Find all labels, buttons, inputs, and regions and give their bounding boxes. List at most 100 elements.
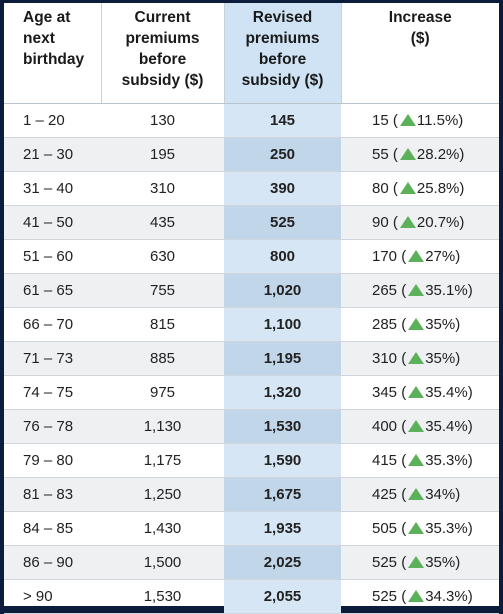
age-cell: 74 – 75 (4, 375, 101, 410)
age-cell: 41 – 50 (4, 205, 101, 240)
age-cell: 76 – 78 (4, 409, 101, 444)
current-premium-cell: 975 (101, 375, 224, 410)
triangle-up-icon (408, 420, 425, 432)
table-row: 21 – 30 195 250 55 (28.2%) (4, 137, 499, 172)
increase-amount: 310 (372, 350, 398, 367)
premium-table-card: Age at next birthday Current premiums be… (4, 3, 499, 614)
increase-cell: 525 (35%) (341, 545, 499, 580)
increase-cell: 425 (34%) (341, 477, 499, 512)
current-premium-cell: 755 (101, 273, 224, 308)
triangle-up-icon (408, 386, 425, 398)
triangle-up-icon (408, 250, 425, 262)
increase-amount: 400 (372, 418, 398, 435)
age-cell: 1 – 20 (4, 103, 101, 138)
age-cell: 84 – 85 (4, 511, 101, 546)
table-row: 76 – 78 1,130 1,530 400 (35.4%) (4, 409, 499, 444)
increase-amount: 285 (372, 316, 398, 333)
revised-premium-cell: 800 (224, 239, 341, 274)
increase-cell: 170 (27%) (341, 239, 499, 274)
header-revised-premiums: Revised premiums before subsidy ($) (223, 3, 341, 104)
increase-amount: 170 (372, 248, 398, 265)
age-cell: 61 – 65 (4, 273, 101, 308)
increase-cell: 415 (35.3%) (341, 443, 499, 478)
increase-percent: 34.3% (425, 588, 468, 605)
increase-amount: 345 (372, 384, 398, 401)
triangle-up-icon (408, 284, 425, 296)
triangle-up-icon (408, 522, 425, 534)
triangle-up-icon (408, 352, 425, 364)
current-premium-cell: 195 (101, 137, 224, 172)
age-cell: 66 – 70 (4, 307, 101, 342)
current-premium-cell: 630 (101, 239, 224, 274)
table-header: Age at next birthday Current premiums be… (4, 3, 499, 104)
triangle-up-icon (408, 318, 425, 330)
age-cell: 31 – 40 (4, 171, 101, 206)
table-row: 66 – 70 815 1,100 285 (35%) (4, 307, 499, 342)
age-cell: 21 – 30 (4, 137, 101, 172)
triangle-up-icon (408, 454, 425, 466)
increase-cell: 15 (11.5%) (341, 103, 499, 138)
current-premium-cell: 1,175 (101, 443, 224, 478)
revised-premium-cell: 2,055 (224, 579, 341, 614)
increase-amount: 415 (372, 452, 398, 469)
table-row: 71 – 73 885 1,195 310 (35%) (4, 341, 499, 376)
revised-premium-cell: 145 (224, 103, 341, 138)
table-row: > 90 1,530 2,055 525 (34.3%) (4, 579, 499, 614)
current-premium-cell: 1,530 (101, 579, 224, 614)
header-row: Age at next birthday Current premiums be… (4, 3, 499, 104)
increase-cell: 55 (28.2%) (341, 137, 499, 172)
age-cell: 79 – 80 (4, 443, 101, 478)
age-cell: 81 – 83 (4, 477, 101, 512)
increase-percent: 35% (425, 316, 456, 333)
age-cell: 71 – 73 (4, 341, 101, 376)
increase-percent: 35% (425, 554, 456, 571)
age-cell: 86 – 90 (4, 545, 101, 580)
increase-cell: 525 (34.3%) (341, 579, 499, 614)
increase-percent: 11.5% (416, 112, 459, 129)
increase-percent: 34% (425, 486, 456, 503)
increase-cell: 400 (35.4%) (341, 409, 499, 444)
increase-amount: 265 (372, 282, 398, 299)
current-premium-cell: 435 (101, 205, 224, 240)
age-cell: > 90 (4, 579, 101, 614)
triangle-up-icon (399, 114, 416, 126)
current-premium-cell: 130 (101, 103, 224, 138)
revised-premium-cell: 250 (224, 137, 341, 172)
table-row: 41 – 50 435 525 90 (20.7%) (4, 205, 499, 240)
increase-amount: 80 (372, 180, 389, 197)
revised-premium-cell: 525 (224, 205, 341, 240)
increase-percent: 25.8% (416, 180, 460, 197)
revised-premium-cell: 1,320 (224, 375, 341, 410)
triangle-up-icon (399, 148, 416, 160)
increase-amount: 55 (372, 146, 389, 163)
table-row: 86 – 90 1,500 2,025 525 (35%) (4, 545, 499, 580)
triangle-up-icon (399, 216, 416, 228)
revised-premium-cell: 2,025 (224, 545, 341, 580)
revised-premium-cell: 1,100 (224, 307, 341, 342)
current-premium-cell: 1,430 (101, 511, 224, 546)
increase-amount: 505 (372, 520, 398, 537)
triangle-up-icon (408, 488, 425, 500)
header-current-premiums: Current premiums before subsidy ($) (100, 3, 224, 104)
triangle-up-icon (408, 590, 425, 602)
increase-percent: 20.7% (416, 214, 460, 231)
increase-amount: 15 (372, 112, 389, 129)
premiums-table: Age at next birthday Current premiums be… (4, 3, 499, 614)
table-row: 1 – 20 130 145 15 (11.5%) (4, 103, 499, 138)
table-row: 79 – 80 1,175 1,590 415 (35.3%) (4, 443, 499, 478)
table-row: 84 – 85 1,430 1,935 505 (35.3%) (4, 511, 499, 546)
increase-percent: 35.3% (425, 452, 468, 469)
current-premium-cell: 310 (101, 171, 224, 206)
increase-percent: 28.2% (416, 146, 460, 163)
increase-amount: 525 (372, 588, 398, 605)
revised-premium-cell: 1,590 (224, 443, 341, 478)
table-body: 1 – 20 130 145 15 (11.5%) 21 – 30 195 250 55 (2… (4, 103, 499, 614)
header-increase: Increase ($) (340, 3, 499, 104)
header-age: Age at next birthday (4, 3, 101, 104)
current-premium-cell: 1,130 (101, 409, 224, 444)
age-cell: 51 – 60 (4, 239, 101, 274)
triangle-up-icon (399, 182, 416, 194)
current-premium-cell: 815 (101, 307, 224, 342)
increase-cell: 265 (35.1%) (341, 273, 499, 308)
increase-cell: 345 (35.4%) (341, 375, 499, 410)
